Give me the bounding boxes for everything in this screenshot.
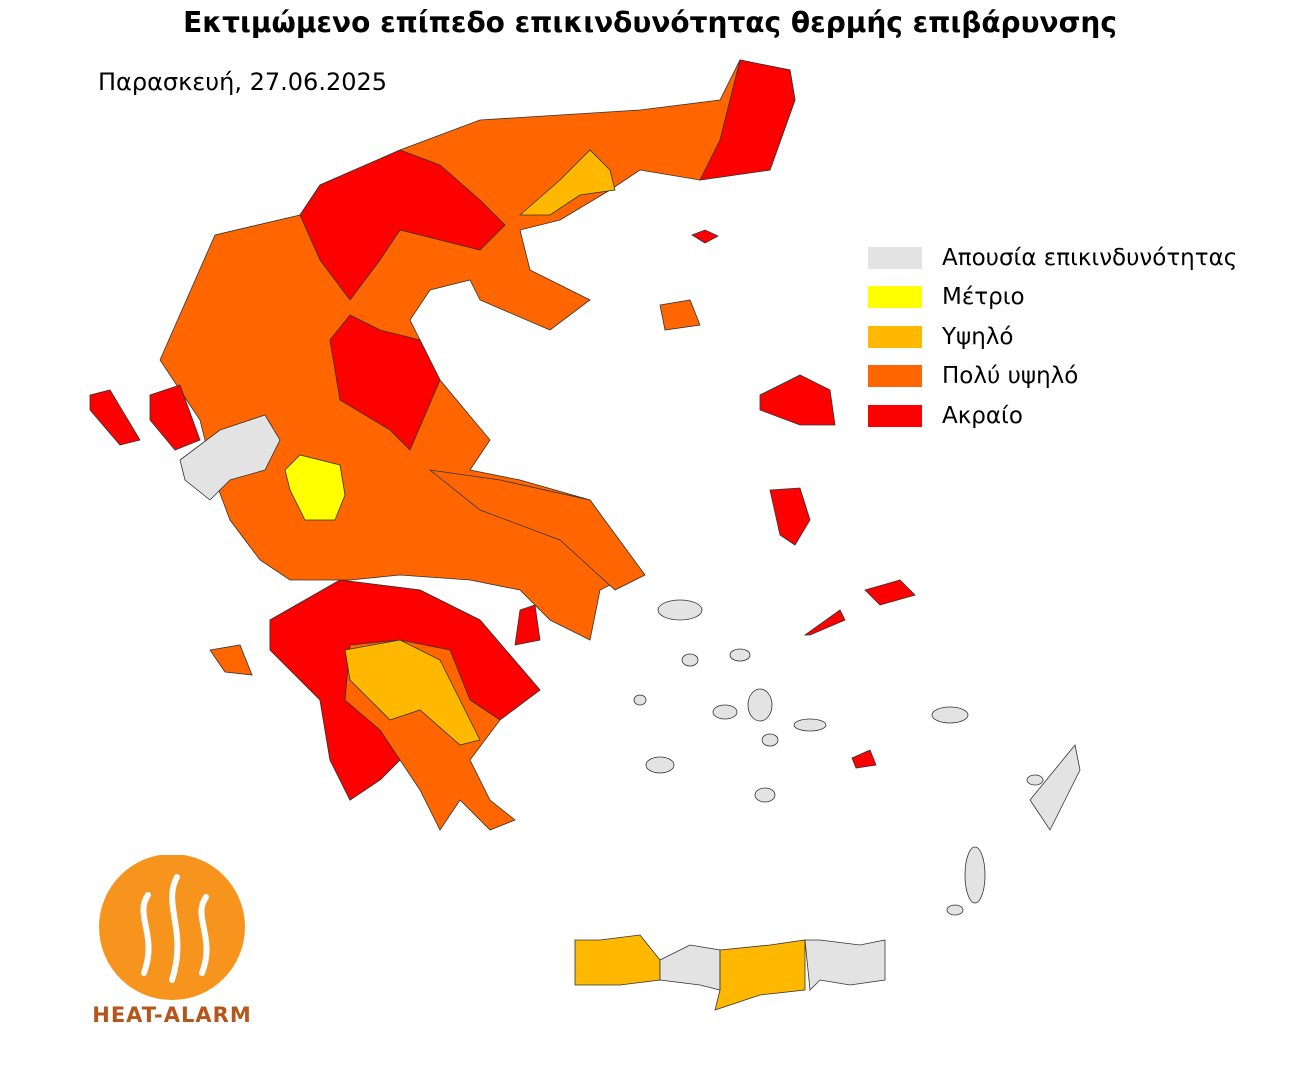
region-extreme <box>803 609 846 636</box>
legend-label: Πολύ υψηλό <box>942 363 1079 390</box>
region-none <box>179 414 281 501</box>
heat-alarm-logo: HEAT-ALARM <box>92 854 252 1027</box>
logo-text: HEAT-ALARM <box>92 1003 252 1027</box>
region-extreme <box>299 149 506 301</box>
region-none <box>657 599 703 621</box>
legend-item-moderate: Μέτριο <box>868 278 1237 318</box>
legend-label: Ακραίο <box>942 402 1023 429</box>
region-very-high <box>159 59 796 641</box>
region-none <box>747 688 773 722</box>
region-extreme <box>514 604 541 646</box>
legend-item-extreme: Ακραίο <box>868 396 1237 436</box>
region-extreme <box>769 487 811 546</box>
region-extreme <box>269 579 541 801</box>
legend-swatch <box>868 246 922 269</box>
region-extreme <box>864 579 916 606</box>
legend: Απουσία επικινδυνότητας Μέτριο Υψηλό Πολ… <box>868 238 1237 436</box>
region-none <box>964 846 986 904</box>
legend-label: Απουσία επικινδυνότητας <box>942 244 1238 271</box>
region-high <box>574 934 661 986</box>
region-extreme <box>691 229 719 244</box>
region-none <box>1026 774 1044 786</box>
region-none <box>712 704 738 720</box>
region-none <box>659 944 721 991</box>
map-date: Παρασκευή, 27.06.2025 <box>98 68 388 96</box>
region-none <box>793 718 827 732</box>
region-very-high <box>428 469 646 591</box>
legend-swatch <box>868 286 922 309</box>
region-high <box>518 149 616 216</box>
region-extreme <box>329 314 441 451</box>
legend-item-none: Απουσία επικινδυνότητας <box>868 238 1237 278</box>
legend-label: Μέτριο <box>942 284 1025 311</box>
region-moderate <box>284 454 346 521</box>
region-none <box>804 939 886 991</box>
region-extreme <box>89 389 141 446</box>
region-none <box>645 756 675 774</box>
region-none <box>761 733 779 747</box>
region-extreme <box>759 374 836 426</box>
region-high <box>714 939 806 1011</box>
region-very-high <box>659 299 701 331</box>
region-none <box>729 648 751 662</box>
legend-item-very-high: Πολύ υψηλό <box>868 357 1237 397</box>
legend-label: Υψηλό <box>942 323 1014 350</box>
region-none <box>754 787 776 803</box>
region-high <box>344 639 481 746</box>
region-none <box>681 653 699 667</box>
region-none <box>1029 744 1081 831</box>
heat-waves-icon <box>99 854 245 1000</box>
region-extreme <box>149 384 201 451</box>
legend-swatch <box>868 325 922 348</box>
map-title: Εκτιμώμενο επίπεδο επικινδυνότητας θερμή… <box>183 6 1117 39</box>
region-none <box>931 706 969 724</box>
legend-item-high: Υψηλό <box>868 317 1237 357</box>
legend-swatch <box>868 404 922 427</box>
legend-swatch <box>868 365 922 388</box>
region-none <box>946 904 964 916</box>
region-extreme <box>699 59 796 181</box>
region-none <box>633 694 647 706</box>
region-very-high <box>209 644 253 676</box>
region-extreme <box>851 749 877 769</box>
